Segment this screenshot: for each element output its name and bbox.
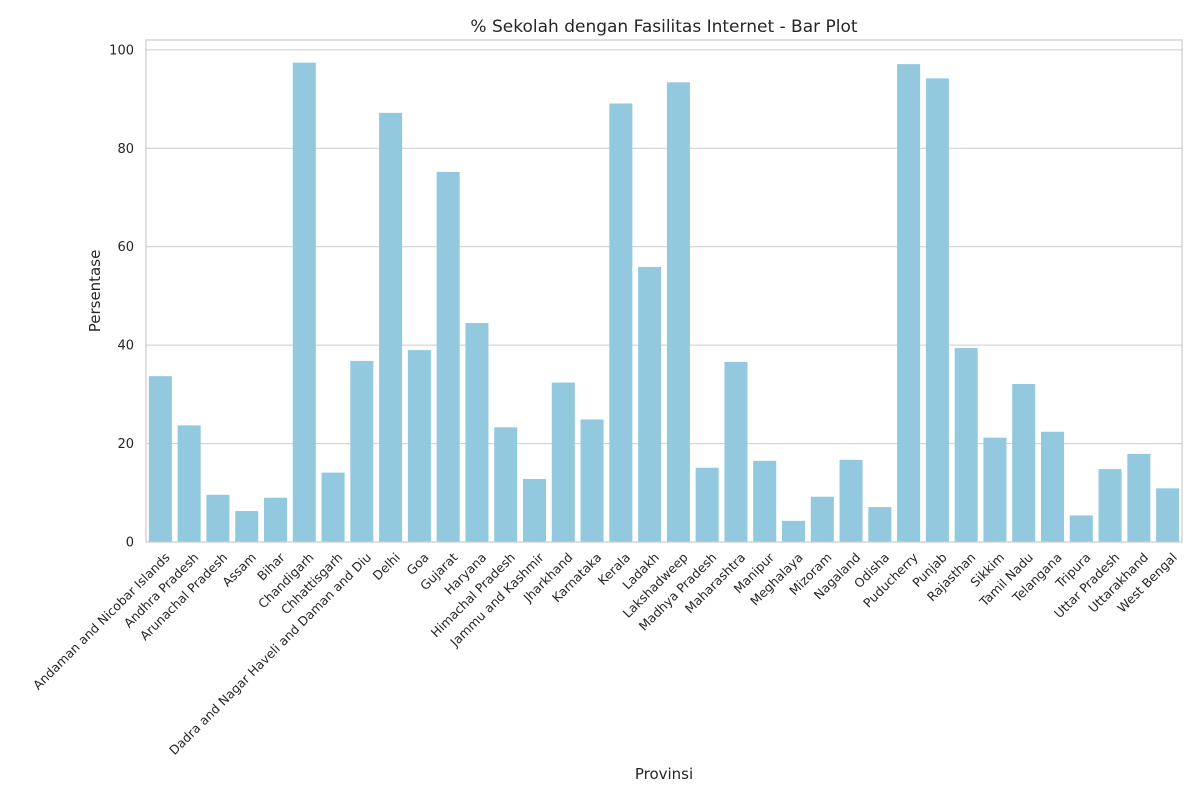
bar [609,103,633,543]
bar [868,507,892,542]
bar [522,479,547,542]
bar [983,437,1007,542]
bar [580,419,604,542]
bar [897,64,921,542]
bar [695,467,719,542]
bar [235,510,259,542]
bar [292,62,316,542]
bar [753,460,777,542]
bar [494,427,518,542]
bar [465,322,489,542]
chart-title: % Sekolah dengan Fasilitas Internet - Ba… [470,17,857,37]
bar [638,266,662,542]
bar [321,472,345,542]
y-tick-label: 100 [109,43,134,58]
bar [666,82,690,542]
bar [781,520,806,542]
y-tick-label: 80 [117,142,134,157]
bar [925,78,949,542]
y-tick-label: 60 [117,240,134,255]
bar [1156,488,1180,542]
bar [436,171,460,542]
y-tick-labels: 0 20 40 60 80 100 [109,43,134,550]
bar [1127,453,1151,542]
x-axis-label: Provinsi [635,765,693,783]
plot-frame [145,39,1183,543]
bar [148,376,172,542]
bar [839,459,863,542]
bar [954,348,978,542]
bar [263,497,288,542]
bar [1040,431,1065,542]
bar [1069,515,1093,542]
bar [1098,469,1122,542]
bar [810,496,834,542]
bar [1012,384,1036,542]
bar [350,360,374,542]
bar [724,361,748,542]
y-tick-label: 20 [117,437,134,452]
bar [206,494,230,542]
y-tick-label: 40 [117,339,134,354]
x-tick-label: Delhi [370,550,403,583]
bar [407,350,431,542]
y-axis-label: Persentase [86,250,104,333]
bars [148,62,1180,543]
bar [551,382,575,542]
bar [177,425,201,542]
y-tick-label: 0 [126,536,134,551]
bar [379,112,403,542]
